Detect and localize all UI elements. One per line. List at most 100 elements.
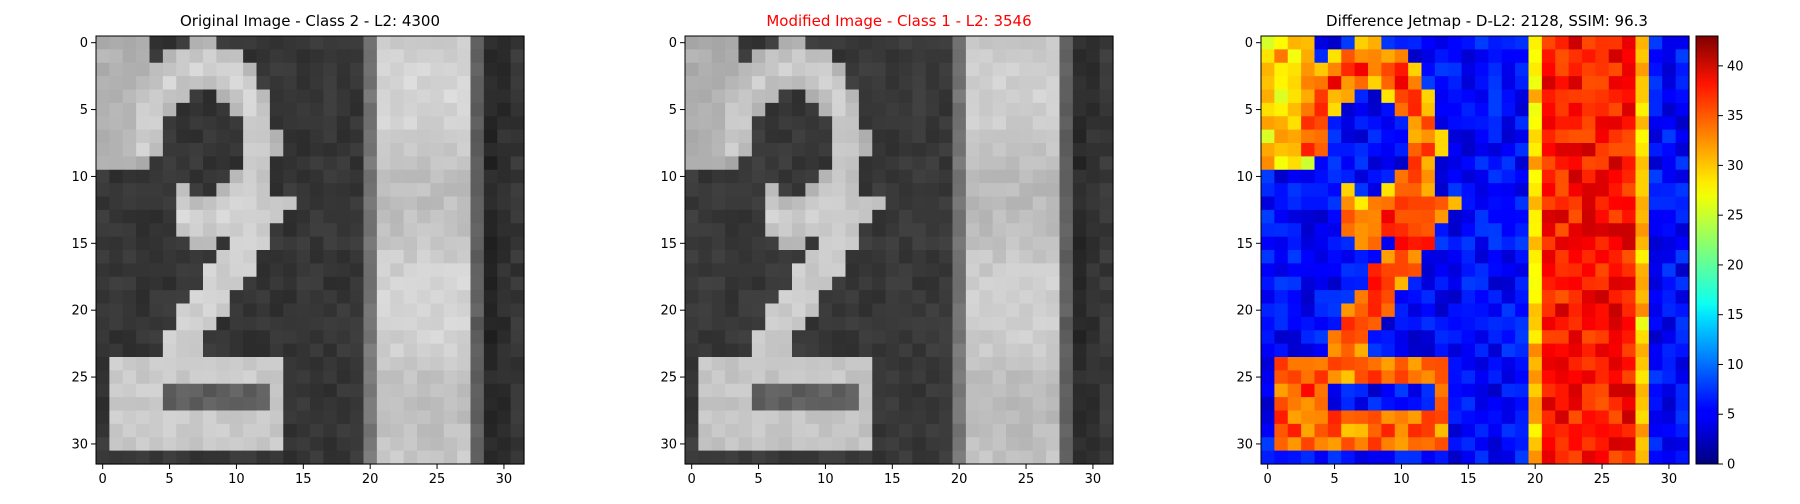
pixel-cell	[711, 370, 726, 385]
pixel-cell	[363, 316, 378, 331]
pixel-cell	[738, 370, 753, 385]
pixel-cell	[323, 397, 338, 412]
pixel-cell	[136, 330, 151, 345]
pixel-cell	[1046, 223, 1061, 238]
pixel-cell	[336, 330, 351, 345]
pixel-cell	[1515, 450, 1530, 465]
pixel-cell	[1287, 62, 1302, 77]
pixel-cell	[176, 223, 191, 238]
pixel-cell	[738, 397, 753, 412]
pixel-cell	[417, 236, 431, 251]
pixel-cell	[1408, 330, 1423, 345]
pixel-cell	[1261, 290, 1275, 305]
pixel-cell	[510, 129, 525, 144]
pixel-cell	[443, 89, 458, 104]
pixel-cell	[912, 370, 927, 385]
pixel-cell	[1072, 116, 1087, 131]
pixel-cell	[685, 330, 699, 345]
pixel-cell	[109, 263, 124, 278]
pixel-cell	[1501, 62, 1516, 77]
pixel-cell	[1488, 116, 1503, 131]
pixel-cell	[1072, 383, 1087, 398]
pixel-cell	[1675, 89, 1690, 104]
pixel-cell	[1675, 263, 1690, 278]
pixel-cell	[162, 89, 177, 104]
pixel-cell	[1461, 397, 1476, 412]
pixel-cell	[216, 397, 231, 412]
pixel-cell	[1408, 116, 1423, 131]
pixel-cell	[885, 183, 900, 198]
pixel-cell	[510, 276, 525, 291]
pixel-cell	[992, 316, 1007, 331]
pixel-cell	[1019, 223, 1034, 238]
pixel-cell	[711, 250, 726, 264]
pixel-cell	[336, 62, 351, 77]
pixel-cell	[965, 116, 980, 131]
pixel-cell	[1032, 303, 1047, 318]
pixel-cell	[363, 370, 378, 385]
pixel-cell	[256, 143, 271, 157]
pixel-cell	[203, 357, 217, 371]
pixel-cell	[1568, 316, 1583, 331]
pixel-cell	[1461, 156, 1476, 171]
pixel-cell	[778, 76, 793, 91]
pixel-cell	[336, 250, 351, 264]
pixel-cell	[1072, 263, 1087, 278]
pixel-cell	[1019, 76, 1034, 91]
pixel-cell	[965, 209, 980, 224]
pixel-cell	[1381, 36, 1396, 50]
pixel-cell	[1541, 450, 1556, 465]
pixel-cell	[1515, 410, 1530, 425]
pixel-cell	[1059, 223, 1074, 238]
pixel-cell	[1528, 383, 1543, 398]
pixel-cell	[845, 143, 860, 157]
pixel-cell	[1421, 250, 1436, 264]
pixel-cell	[1675, 437, 1690, 452]
pixel-cell	[1006, 223, 1020, 238]
pixel-cell	[1046, 62, 1061, 77]
pixel-cell	[457, 370, 472, 385]
pixel-cell	[1274, 183, 1289, 198]
pixel-cell	[832, 129, 847, 144]
pixel-cell	[376, 316, 391, 331]
pixel-cell	[1261, 343, 1275, 358]
pixel-cell	[1408, 169, 1423, 184]
pixel-cell	[1354, 223, 1369, 238]
pixel-cell	[979, 263, 994, 278]
pixel-cell	[136, 143, 151, 157]
pixel-cell	[390, 102, 405, 117]
pixel-cell	[1434, 223, 1449, 238]
pixel-cell	[1528, 370, 1543, 385]
pixel-cell	[1394, 89, 1409, 104]
pixel-cell	[979, 76, 994, 91]
pixel-cell	[229, 156, 244, 171]
y-tick-label: 20	[1236, 304, 1253, 319]
pixel-cell	[832, 303, 847, 318]
pixel-cell	[1046, 169, 1061, 184]
pixel-cell	[1408, 49, 1423, 64]
pixel-cell	[952, 330, 967, 345]
pixel-cell	[189, 62, 204, 77]
pixel-cell	[283, 102, 298, 117]
pixel-cell	[1475, 129, 1489, 144]
pixel-cell	[296, 236, 311, 251]
pixel-cell	[296, 223, 311, 238]
pixel-cell	[109, 129, 124, 144]
pixel-cell	[417, 357, 431, 371]
pixel-cell	[1408, 143, 1423, 157]
pixel-cell	[176, 370, 191, 385]
pixel-cell	[189, 49, 204, 64]
pixel-cell	[1568, 49, 1583, 64]
pixel-cell	[1381, 343, 1396, 358]
pixel-cell	[1555, 383, 1570, 398]
pixel-cell	[376, 169, 391, 184]
pixel-cell	[350, 236, 365, 251]
pixel-cell	[417, 276, 431, 291]
pixel-cell	[925, 62, 940, 77]
pixel-cell	[818, 196, 833, 211]
pixel-cell	[1287, 303, 1302, 318]
pixel-cell	[483, 183, 498, 198]
pixel-cell	[1582, 62, 1596, 77]
pixel-cell	[1488, 49, 1503, 64]
